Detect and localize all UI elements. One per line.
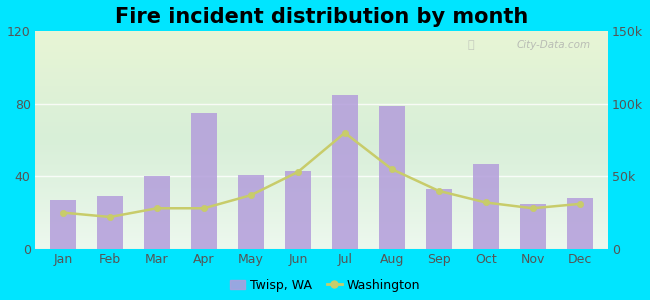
Bar <box>520 204 545 249</box>
Title: Fire incident distribution by month: Fire incident distribution by month <box>114 7 528 27</box>
Bar <box>285 171 311 249</box>
Text: ⓘ: ⓘ <box>467 40 474 50</box>
Bar <box>473 164 499 249</box>
Bar <box>97 196 123 249</box>
Bar <box>238 175 264 249</box>
Legend: Twisp, WA, Washington: Twisp, WA, Washington <box>225 274 425 297</box>
Text: City-Data.com: City-Data.com <box>517 40 591 50</box>
Bar <box>379 106 405 249</box>
Bar <box>332 95 358 249</box>
Bar <box>144 176 170 249</box>
Bar <box>191 113 217 249</box>
Bar <box>50 200 76 249</box>
Bar <box>567 198 593 249</box>
Bar <box>426 189 452 249</box>
